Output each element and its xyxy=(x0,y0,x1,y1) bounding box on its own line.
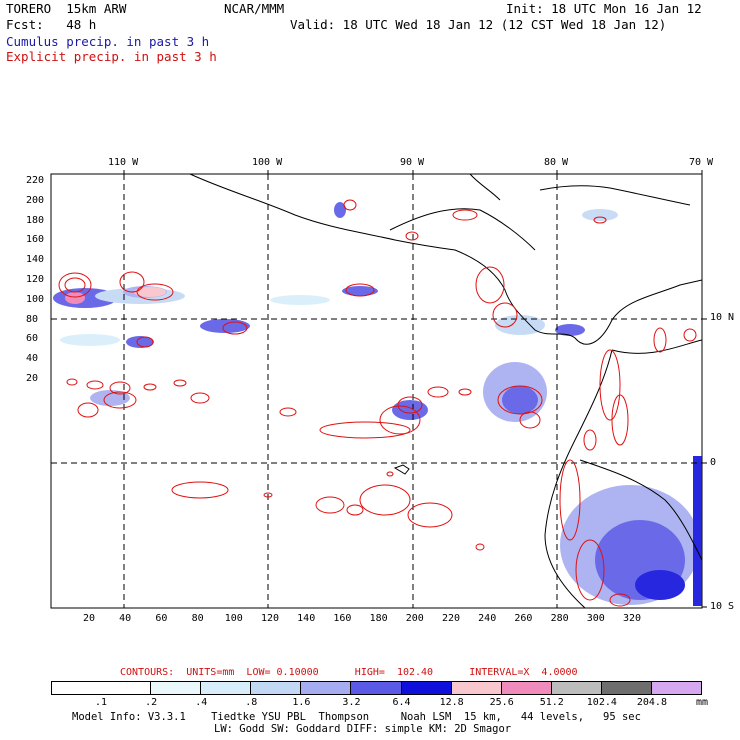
colorbar-swatch xyxy=(501,681,552,695)
model-title: TORERO 15km ARW xyxy=(6,1,127,16)
y-label: 180 xyxy=(26,214,45,226)
colorbar-label: 12.8 xyxy=(439,697,464,708)
lat-label-0: 0 xyxy=(710,457,717,468)
colorbar-swatch xyxy=(251,681,302,695)
y-label: 80 xyxy=(26,313,39,325)
lat-label-10s: 10 S xyxy=(710,601,735,612)
x-label: 180 xyxy=(369,613,388,624)
x-label: 40 xyxy=(119,613,132,624)
lon-label-100w: 100 W xyxy=(252,157,283,168)
colorbar-label: 6.4 xyxy=(392,697,411,708)
y-label: 220 xyxy=(26,175,45,186)
colorbar-swatch xyxy=(401,681,452,695)
y-label: 40 xyxy=(26,353,39,365)
colorbar-swatch xyxy=(451,681,502,695)
lat-label-10n: 10 N xyxy=(710,312,735,323)
colorbar-swatch xyxy=(151,681,202,695)
y-label: 60 xyxy=(26,333,39,345)
explicit-precip-shading xyxy=(65,287,166,304)
coastlines xyxy=(189,173,703,609)
x-label: 220 xyxy=(441,613,461,624)
model-info-line2: LW: Godd SW: Goddard DIFF: simple KM: 2D… xyxy=(214,723,512,735)
x-label: 200 xyxy=(405,613,424,624)
x-label: 240 xyxy=(478,613,497,624)
x-label: 120 xyxy=(260,613,280,624)
contour-info: CONTOURS: UNITS=mm LOW= 0.10000 HIGH= 10… xyxy=(120,667,578,678)
colorbar-swatch xyxy=(301,681,352,695)
colorbar-label: 3.2 xyxy=(342,697,361,708)
colorbar-swatch xyxy=(351,681,402,695)
colorbar-swatch xyxy=(551,681,602,695)
colorbar-label: 51.2 xyxy=(539,697,564,708)
lon-label-80w: 80 W xyxy=(544,157,569,168)
lon-label-70w: 70 W xyxy=(689,157,714,168)
x-label: 300 xyxy=(586,613,605,624)
lon-label-110w: 110 W xyxy=(108,157,139,168)
axis-ticks xyxy=(123,170,707,608)
colorbar-swatch xyxy=(51,681,103,695)
colorbar-label: .2 xyxy=(145,697,158,708)
org-label: NCAR/MMM xyxy=(224,1,285,16)
y-label: 100 xyxy=(26,293,45,305)
colorbar-label: 204.8 xyxy=(636,697,667,708)
x-label: 260 xyxy=(514,613,533,624)
x-label: 140 xyxy=(297,613,316,624)
colorbar-label: .4 xyxy=(195,697,208,708)
lat-lon-grid xyxy=(51,174,702,608)
x-label: 280 xyxy=(550,613,569,624)
x-label: 80 xyxy=(191,613,204,624)
valid-time: Valid: 18 UTC Wed 18 Jan 12 (12 CST Wed … xyxy=(290,17,667,32)
x-label: 20 xyxy=(82,613,96,624)
x-label: 100 xyxy=(224,613,243,624)
x-label: 60 xyxy=(155,613,168,624)
colorbar-swatch xyxy=(101,681,152,695)
colorbar-label: 1.6 xyxy=(292,697,311,708)
explicit-contours xyxy=(58,199,697,607)
y-label: 200 xyxy=(26,194,45,206)
lon-label-90w: 90 W xyxy=(400,157,425,168)
forecast-hour: Fcst: 48 h xyxy=(6,17,97,32)
colorbar-label: .8 xyxy=(245,697,258,708)
colorbar-swatch xyxy=(601,681,652,695)
colorbar-label: 25.6 xyxy=(489,697,514,708)
colorbar-swatch xyxy=(201,681,252,695)
y-label: 160 xyxy=(26,234,45,246)
y-label: 140 xyxy=(26,254,45,266)
colorbar-label: 102.4 xyxy=(586,697,617,708)
x-label: 160 xyxy=(333,613,352,624)
cumulus-precip-shading xyxy=(53,202,702,606)
init-time: Init: 18 UTC Mon 16 Jan 12 xyxy=(506,1,702,16)
colorbar-label: .1 xyxy=(95,697,108,708)
colorbar-swatch xyxy=(651,681,702,695)
explicit-label: Explicit precip. in past 3 h xyxy=(6,49,217,64)
cumulus-label: Cumulus precip. in past 3 h xyxy=(6,34,210,49)
y-label: 20 xyxy=(26,373,39,384)
x-label: 320 xyxy=(622,613,642,624)
model-info-line1: Model Info: V3.3.1 Tiedtke YSU PBL Thomp… xyxy=(72,711,641,723)
colorbar-units: mm xyxy=(696,697,709,708)
y-label: 120 xyxy=(26,274,45,285)
